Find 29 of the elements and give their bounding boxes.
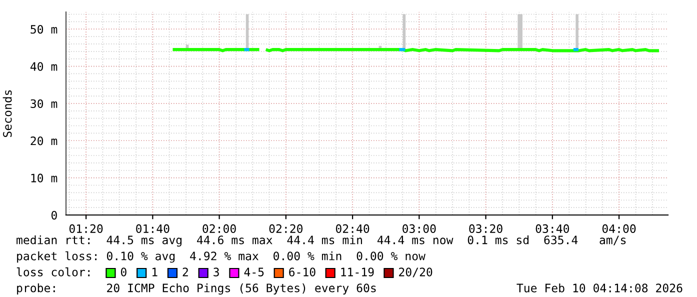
y-axis-title: Seconds — [2, 90, 12, 138]
x-tick-label: 03:00 — [402, 224, 436, 234]
x-tick-label: 03:20 — [469, 224, 502, 234]
x-tick-label: 01:20 — [69, 224, 103, 234]
text: packet loss: 0.10 % avg 4.92 % max 0.00 % min 0.00 % now — [17, 251, 426, 263]
y-tick-label: 20 m — [30, 136, 58, 146]
legend-label: 20/20 — [399, 268, 432, 278]
legend-label: 6-10 — [289, 268, 316, 276]
text: Tue Feb 10 04:14:08 2026 — [516, 283, 682, 292]
y-tick-label: 30 m — [30, 99, 58, 108]
legend-label: 11-19 — [341, 268, 374, 276]
legend-label: 3 — [214, 268, 219, 276]
x-tick-label: 02:20 — [269, 224, 303, 234]
y-tick-label: 50 m — [30, 24, 58, 34]
legend-label: 1 — [152, 268, 158, 276]
legend-label: 4-5 — [244, 268, 264, 276]
y-tick-label: 10 m — [31, 174, 58, 182]
x-tick-label: 01:40 — [136, 224, 170, 234]
x-tick-label: 02:40 — [336, 224, 370, 234]
x-tick-label: 03:40 — [536, 224, 570, 234]
x-tick-label: 04:00 — [602, 224, 636, 234]
legend-title: loss color: — [16, 267, 90, 276]
y-tick-label: 0 — [51, 210, 57, 220]
x-tick-label: 02:00 — [202, 224, 236, 234]
legend-label: 0 — [120, 268, 126, 276]
legend-label: 2 — [182, 268, 188, 276]
y-tick-label: 40 m — [30, 62, 58, 71]
text: probe: 20 ICMP Echo Pings (56 Bytes) every 60s — [17, 283, 376, 295]
text: median rtt: 44.5 ms avg 44.6 ms max 44.4 ms min 44.4 ms now 0.1 ms sd 635.4 am/s — [16, 235, 626, 247]
